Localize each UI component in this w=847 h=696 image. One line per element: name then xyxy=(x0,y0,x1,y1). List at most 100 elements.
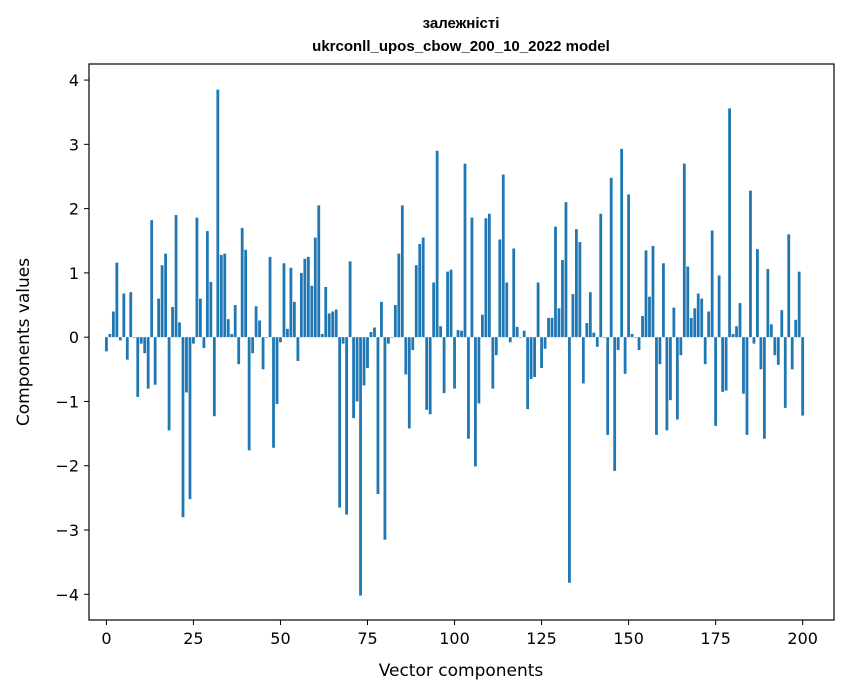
bar-10 xyxy=(139,337,143,344)
bar-116 xyxy=(508,337,512,343)
bar-25 xyxy=(192,337,195,344)
bar-194 xyxy=(780,310,784,338)
bar-87 xyxy=(407,337,411,429)
bar-77 xyxy=(373,327,376,338)
bar-50 xyxy=(279,337,282,343)
bar-153 xyxy=(637,337,641,351)
bar-15 xyxy=(157,298,161,338)
bar-68 xyxy=(341,337,345,344)
bar-199 xyxy=(797,271,801,338)
bar-131 xyxy=(561,260,564,338)
bar-179 xyxy=(728,108,731,338)
bar-93 xyxy=(428,337,432,415)
bar-66 xyxy=(334,309,338,338)
bar-48 xyxy=(272,337,275,448)
y-tick-label: −4 xyxy=(55,585,79,604)
bar-27 xyxy=(199,298,202,338)
bar-195 xyxy=(783,337,787,408)
bar-54 xyxy=(293,301,296,338)
bar-158 xyxy=(655,337,658,435)
y-tick-label: 3 xyxy=(69,135,79,154)
bar-142 xyxy=(599,213,603,338)
x-tick-label: 75 xyxy=(357,629,377,648)
bar-171 xyxy=(700,298,704,338)
x-tick-label: 25 xyxy=(183,629,203,648)
bar-155 xyxy=(644,250,648,338)
bar-53 xyxy=(289,267,293,338)
bar-137 xyxy=(581,337,585,384)
bar-196 xyxy=(787,234,791,338)
bar-190 xyxy=(766,269,770,338)
bar-185 xyxy=(749,190,752,338)
bar-63 xyxy=(324,287,328,338)
bar-156 xyxy=(648,296,651,338)
bar-117 xyxy=(512,248,516,338)
bar-32 xyxy=(216,89,220,338)
bar-124 xyxy=(536,282,540,338)
bar-152 xyxy=(634,337,637,338)
bar-200 xyxy=(801,337,805,416)
bar-88 xyxy=(411,337,415,351)
bar-191 xyxy=(769,324,773,338)
bar-60 xyxy=(313,237,317,338)
bar-3 xyxy=(115,262,119,338)
bar-61 xyxy=(317,205,321,338)
bar-150 xyxy=(627,194,630,338)
bar-149 xyxy=(623,337,627,374)
bar-130 xyxy=(557,308,561,338)
bar-82 xyxy=(390,337,394,338)
bar-62 xyxy=(320,333,324,338)
bar-193 xyxy=(776,337,780,365)
bar-164 xyxy=(675,337,679,420)
bar-74 xyxy=(362,337,366,386)
chart-title-line-2: ukrconll_upos_cbow_200_10_2022 model xyxy=(312,38,610,55)
bar-197 xyxy=(790,337,794,370)
bar-169 xyxy=(693,308,697,338)
bar-120 xyxy=(522,330,526,338)
bar-168 xyxy=(689,317,693,338)
bar-22 xyxy=(181,337,185,518)
x-tick-label: 200 xyxy=(787,629,818,648)
bar-177 xyxy=(721,337,724,392)
bar-109 xyxy=(484,218,488,338)
bar-85 xyxy=(400,205,404,338)
bar-183 xyxy=(742,337,745,394)
bar-19 xyxy=(171,306,174,338)
bar-56 xyxy=(299,272,303,338)
bar-92 xyxy=(425,337,429,410)
bar-143 xyxy=(602,337,606,338)
bar-114 xyxy=(501,174,505,338)
bar-30 xyxy=(209,281,213,338)
bar-128 xyxy=(550,317,554,338)
bar-141 xyxy=(595,337,599,347)
bar-20 xyxy=(174,215,178,338)
bar-43 xyxy=(254,306,258,338)
bar-34 xyxy=(223,253,227,338)
bar-103 xyxy=(463,163,467,338)
x-axis-label: Vector components xyxy=(379,661,544,681)
bar-127 xyxy=(547,317,550,338)
bar-121 xyxy=(526,337,530,410)
bar-57 xyxy=(303,258,307,338)
bar-49 xyxy=(275,337,279,405)
bar-81 xyxy=(387,337,390,344)
bar-176 xyxy=(717,275,721,338)
bar-173 xyxy=(707,311,711,338)
bar-174 xyxy=(710,230,714,338)
bar-69 xyxy=(345,337,349,515)
x-tick-label: 100 xyxy=(439,629,470,648)
bar-89 xyxy=(414,265,418,338)
bar-147 xyxy=(616,337,620,351)
bar-126 xyxy=(543,337,547,349)
bar-188 xyxy=(759,337,763,370)
bar-125 xyxy=(540,337,543,369)
y-tick-label: 1 xyxy=(69,264,79,283)
x-tick-label: 175 xyxy=(700,629,731,648)
chart-title-line-1: залежністі xyxy=(423,15,500,32)
bar-65 xyxy=(331,311,335,338)
bar-161 xyxy=(665,337,669,431)
bar-36 xyxy=(230,333,234,338)
bar-83 xyxy=(393,305,397,338)
bar-8 xyxy=(132,337,136,338)
bar-33 xyxy=(219,254,223,338)
